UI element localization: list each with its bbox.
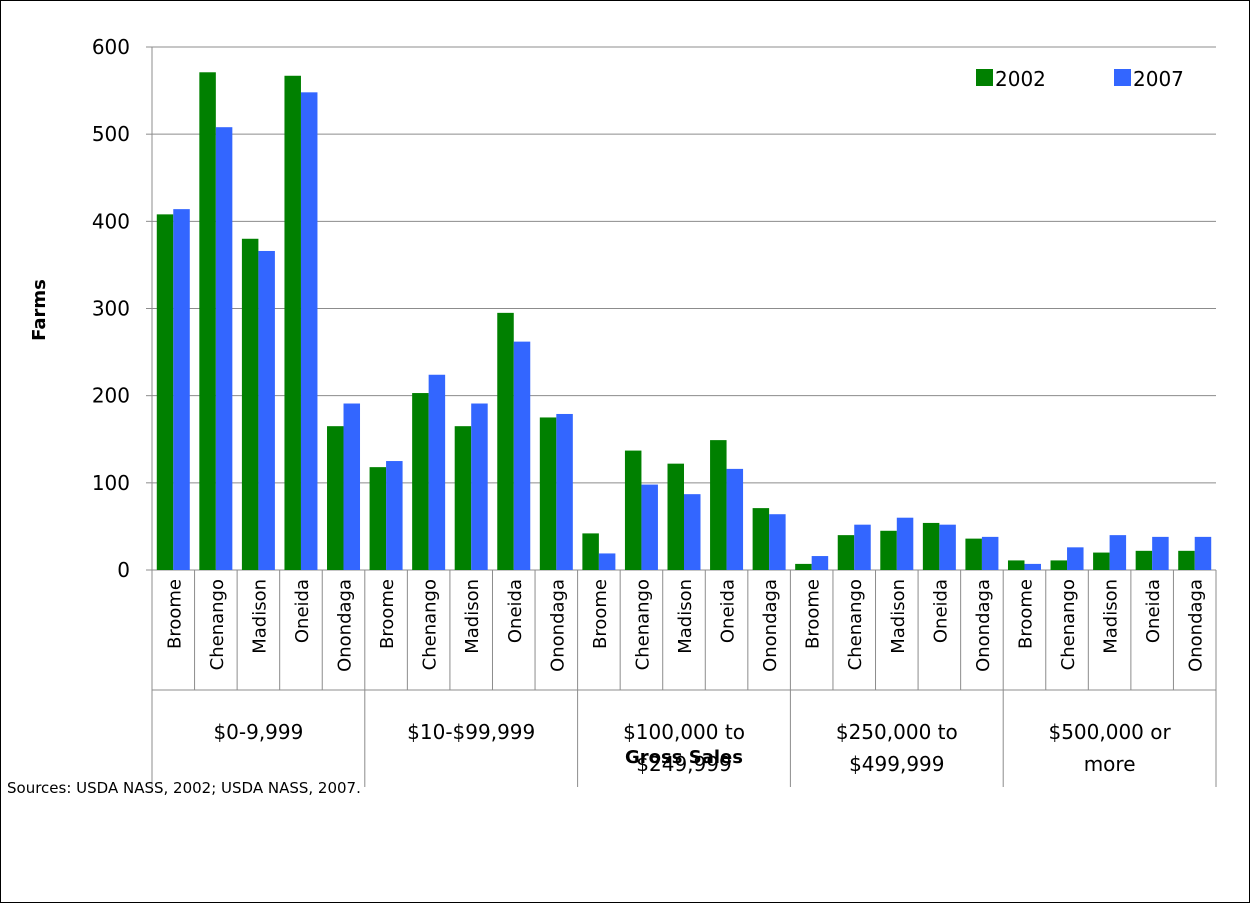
bar-2007 [981, 536, 999, 570]
bar-2007 [471, 403, 488, 570]
y-tick-label: 500 [92, 122, 130, 146]
bar-2007 [215, 127, 233, 571]
bar-2002 [965, 538, 982, 570]
bar-2002 [837, 535, 855, 570]
bar-2002 [1007, 560, 1025, 570]
county-label: Madison [675, 579, 696, 654]
county-label: Broome [164, 579, 185, 649]
county-label: Onondaga [1186, 579, 1207, 672]
county-label: Broome [1015, 579, 1036, 649]
bar-2007 [854, 524, 871, 570]
county-label: Broome [803, 579, 824, 649]
bar-2002 [582, 533, 599, 570]
county-label: Chenango [207, 579, 228, 670]
bar-2002 [1093, 552, 1110, 570]
bar-2007 [598, 553, 616, 570]
county-label: Onondaga [973, 579, 994, 672]
bar-2007 [726, 468, 744, 570]
bar-2002 [752, 508, 770, 570]
bar-2002 [1050, 560, 1068, 570]
bar-2002 [1178, 550, 1195, 570]
y-axis-title: Farms [29, 279, 50, 341]
group-label: $250,000 to [836, 720, 958, 744]
y-tick-label: 600 [92, 35, 130, 59]
county-label: Chenango [1058, 579, 1079, 670]
legend-swatch-2007 [1114, 69, 1131, 86]
bar-2007 [300, 92, 318, 571]
county-label: Oneida [1143, 579, 1164, 643]
bar-2002 [667, 463, 684, 570]
source-note: Sources: USDA NASS, 2002; USDA NASS, 200… [7, 779, 361, 797]
bar-2007 [1109, 535, 1127, 570]
legend-swatch-2002 [976, 69, 993, 86]
bar-2002 [497, 312, 514, 570]
county-label: Madison [462, 579, 483, 654]
bar-2002 [539, 417, 557, 570]
group-label: more [1084, 752, 1136, 776]
group-label: $0-9,999 [213, 720, 303, 744]
y-tick-label: 0 [117, 558, 130, 582]
x-axis-title: Gross Sales [625, 747, 743, 768]
group-label: $499,999 [849, 752, 944, 776]
bar-2007 [811, 556, 829, 570]
y-tick-label: 300 [92, 297, 130, 321]
bar-2007 [556, 413, 573, 570]
county-label: Chenango [632, 579, 653, 670]
bar-2007 [1194, 536, 1212, 570]
bar-2007 [173, 209, 190, 570]
bar-2002 [454, 426, 472, 570]
bar-2002 [710, 440, 727, 570]
legend-label: 2007 [1133, 67, 1184, 91]
bar-2002 [922, 522, 940, 570]
bar-2007 [1024, 563, 1041, 570]
county-label: Onondaga [335, 579, 356, 672]
bar-2002 [624, 450, 642, 570]
bar-2007 [1067, 547, 1084, 570]
county-label: Madison [249, 579, 270, 654]
bar-2002 [412, 393, 429, 570]
county-label: Chenango [420, 579, 441, 670]
bar-2002 [327, 426, 344, 570]
bar-2007 [939, 524, 956, 570]
bar-2002 [241, 238, 259, 570]
bar-2007 [258, 250, 275, 570]
y-tick-label: 100 [92, 471, 130, 495]
county-label: Chenango [845, 579, 866, 670]
y-tick-label: 400 [92, 209, 130, 233]
bar-2007 [1152, 536, 1169, 570]
bar-2002 [369, 467, 387, 570]
county-label: Onondaga [547, 579, 568, 672]
group-label: $249,999 [636, 752, 731, 776]
group-label: $100,000 to [623, 720, 745, 744]
bar-2007 [513, 341, 531, 570]
county-label: Oneida [505, 579, 526, 643]
county-label: Madison [888, 579, 909, 654]
bar-2007 [641, 484, 658, 570]
bar-2002 [880, 530, 897, 570]
legend-label: 2002 [995, 67, 1046, 91]
county-label: Broome [377, 579, 398, 649]
group-label: $500,000 or [1048, 720, 1171, 744]
bar-2007 [343, 403, 361, 570]
county-label: Onondaga [760, 579, 781, 672]
bar-2007 [896, 517, 914, 570]
bar-2007 [769, 514, 786, 570]
bar-2007 [428, 374, 446, 570]
county-label: Madison [1101, 579, 1122, 654]
bar-2002 [1135, 550, 1153, 570]
bar-2002 [156, 214, 174, 571]
bar-2002 [199, 72, 216, 571]
bar-2002 [284, 75, 301, 570]
bar-2002 [795, 563, 812, 570]
county-label: Oneida [930, 579, 951, 643]
bar-2007 [386, 461, 403, 570]
bar-2007 [684, 494, 701, 570]
y-tick-label: 200 [92, 384, 130, 408]
group-label: $10-$99,999 [407, 720, 535, 744]
county-label: Broome [590, 579, 611, 649]
county-label: Oneida [718, 579, 739, 643]
county-label: Oneida [292, 579, 313, 643]
